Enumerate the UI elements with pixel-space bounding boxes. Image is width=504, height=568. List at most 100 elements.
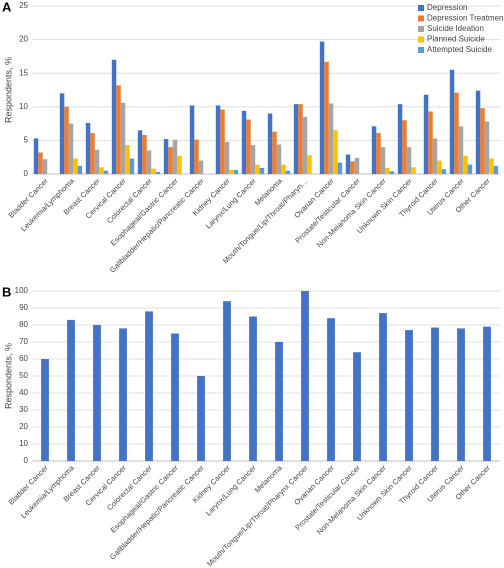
bar	[457, 328, 465, 461]
bar	[437, 160, 442, 174]
x-tick-label: Colorectal Cancer	[105, 176, 154, 225]
bar	[319, 41, 325, 175]
bar	[397, 104, 403, 174]
bar	[246, 119, 251, 174]
bar	[376, 133, 381, 174]
bar	[137, 130, 143, 174]
bar	[99, 167, 104, 174]
legend-label: Attempted Suicide	[427, 45, 492, 54]
y-tick-label: 15	[19, 68, 28, 77]
bar	[432, 138, 438, 174]
bar	[441, 169, 447, 174]
bar	[111, 59, 117, 175]
bar	[145, 311, 153, 461]
legend-swatch	[418, 5, 424, 11]
x-tick-label: Larynx/Lung Cancer	[204, 463, 258, 517]
bar	[73, 158, 78, 174]
bar	[59, 93, 65, 174]
bar	[484, 121, 490, 174]
y-axis-title: Respondents, %	[3, 57, 13, 123]
y-tick-label: 10	[19, 102, 28, 111]
legend-label: Suicide Ideation	[427, 24, 484, 33]
bar	[454, 92, 459, 174]
bar	[90, 133, 95, 174]
bar	[272, 131, 277, 174]
bar	[354, 157, 360, 174]
bar	[125, 145, 130, 174]
bar	[194, 139, 199, 174]
bar	[423, 94, 429, 174]
y-tick-label: 60	[19, 354, 28, 363]
legend-swatch	[418, 36, 424, 43]
y-tick-label: 0	[24, 456, 29, 465]
bar	[255, 164, 260, 174]
bar	[275, 342, 283, 461]
bar	[350, 161, 355, 174]
y-tick-label: 80	[19, 320, 28, 329]
bar	[285, 170, 291, 174]
bar	[405, 330, 413, 461]
bar	[189, 105, 195, 174]
bar	[345, 154, 351, 174]
bar	[67, 319, 75, 461]
bar	[224, 141, 230, 174]
bar	[38, 152, 43, 174]
legend-swatch	[418, 26, 424, 32]
y-axis-title: Respondents, %	[3, 343, 13, 409]
bar	[42, 159, 48, 174]
y-tick-label: 50	[19, 371, 28, 380]
bar	[163, 139, 169, 174]
bar	[94, 149, 100, 174]
bar	[449, 69, 455, 174]
y-tick-label: 20	[19, 35, 28, 44]
legend-swatch	[418, 15, 424, 22]
bar	[458, 126, 464, 174]
bar	[197, 376, 205, 461]
bar	[119, 328, 127, 461]
legend-label: Planned Suicide	[427, 35, 485, 44]
bar	[483, 326, 491, 461]
bar	[33, 138, 39, 174]
x-tick-label: Larynx/Lung Cancer	[204, 176, 258, 230]
panel-label: A	[2, 0, 12, 14]
panel-label: B	[2, 284, 11, 299]
bar	[353, 352, 361, 461]
bar	[103, 170, 109, 174]
bar	[463, 155, 468, 174]
bar	[428, 111, 433, 174]
bar	[250, 145, 256, 174]
x-tick-label: Gallbladder/Hepatic/Pancreatic Cancer	[108, 176, 206, 274]
bar	[116, 85, 121, 174]
bar	[276, 144, 282, 174]
bar	[220, 109, 225, 174]
bar	[229, 169, 234, 174]
bar	[301, 291, 309, 461]
y-tick-label: 70	[19, 337, 28, 346]
bar	[493, 165, 499, 174]
bar	[380, 147, 386, 174]
y-tick-label: 40	[19, 388, 28, 397]
bar	[41, 359, 49, 461]
bar	[281, 164, 286, 174]
bar	[172, 139, 178, 174]
bar	[223, 301, 231, 461]
x-tick-label: Colorectal Cancer	[105, 463, 154, 512]
bar	[215, 105, 221, 174]
bar	[68, 123, 74, 174]
bar	[431, 327, 439, 461]
bar	[233, 169, 239, 174]
bar	[480, 108, 485, 174]
y-tick-label: 20	[19, 422, 28, 431]
bar	[333, 130, 338, 174]
bar	[302, 116, 308, 174]
y-tick-label: 30	[19, 405, 28, 414]
bar	[146, 150, 152, 174]
bar	[85, 122, 91, 174]
bar	[151, 168, 156, 174]
bar	[267, 113, 273, 174]
bar	[241, 110, 247, 174]
bar	[467, 164, 473, 174]
y-tick-label: 100	[15, 286, 29, 295]
